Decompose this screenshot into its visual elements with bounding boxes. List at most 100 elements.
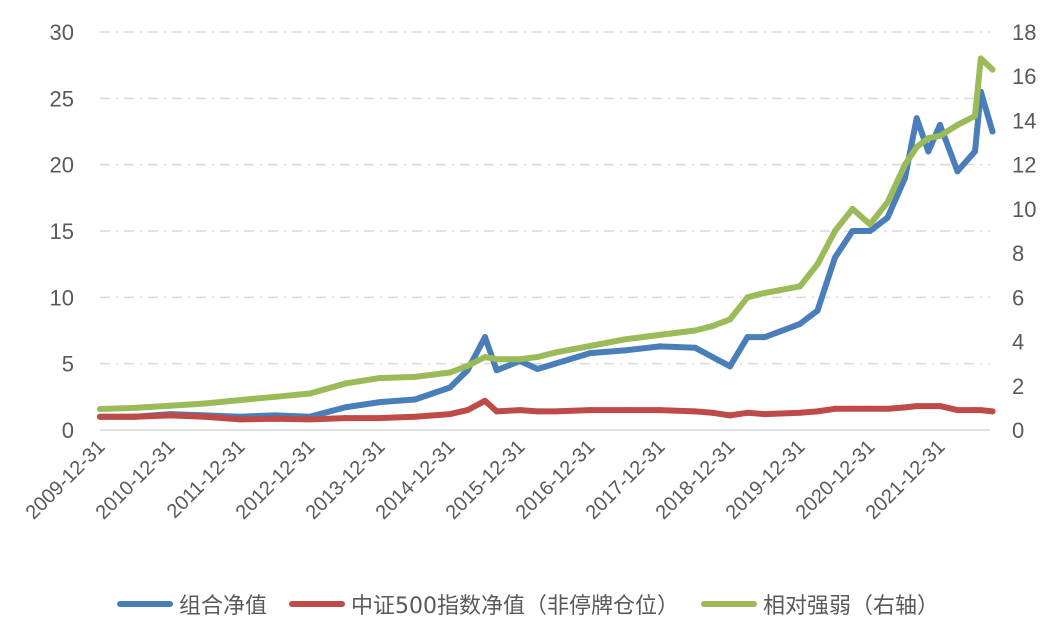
data-point [884, 214, 891, 221]
y-right-tick-label: 8 [1012, 241, 1024, 266]
data-point [97, 405, 103, 412]
data-point [762, 411, 768, 418]
y-left-tick-label: 15 [50, 219, 74, 244]
data-point [202, 413, 208, 420]
data-point [464, 362, 471, 369]
data-point [202, 400, 208, 407]
y-right-tick-label: 0 [1012, 418, 1024, 443]
y-right-tick-label: 4 [1012, 330, 1024, 355]
data-point [972, 113, 978, 120]
data-point [954, 168, 961, 175]
legend-item-csi500: 中证500指数净值（非停牌仓位） [289, 588, 679, 620]
y-right-tick-label: 16 [1012, 64, 1036, 89]
data-point [237, 416, 243, 423]
data-point [97, 413, 103, 420]
data-point [727, 316, 733, 323]
data-point [727, 412, 733, 419]
data-point [534, 365, 541, 372]
data-point [762, 334, 768, 341]
legend-item-relative-strength: 相对强弱（右轴） [701, 588, 939, 620]
y-right-tick-label: 18 [1012, 20, 1036, 45]
data-point [744, 409, 751, 416]
data-point [552, 408, 558, 415]
data-point [849, 405, 856, 412]
data-point [657, 407, 663, 414]
data-point [797, 283, 803, 290]
data-point [884, 405, 891, 412]
data-point [709, 354, 716, 361]
data-point [167, 412, 173, 419]
data-point [954, 407, 961, 414]
y-left-tick-label: 20 [50, 153, 74, 178]
legend: 组合净值 中证500指数净值（非停牌仓位） 相对强弱（右轴） [0, 588, 1056, 620]
data-point [342, 415, 348, 422]
data-point [412, 373, 418, 380]
y-right-tick-label: 6 [1012, 285, 1024, 310]
data-point [534, 354, 541, 361]
data-point [493, 408, 500, 415]
data-point [412, 396, 418, 403]
data-point [902, 174, 908, 181]
data-point [622, 407, 628, 414]
data-point [709, 409, 716, 416]
data-point [849, 205, 856, 212]
data-point [132, 404, 138, 411]
data-point [832, 254, 838, 261]
data-point [989, 408, 996, 415]
data-point [744, 334, 751, 341]
data-point [972, 407, 978, 414]
data-point [342, 380, 348, 387]
legend-swatch [701, 601, 757, 607]
data-point [913, 143, 920, 150]
data-point [797, 320, 803, 327]
data-point [925, 148, 932, 155]
y-left-tick-label: 10 [50, 285, 74, 310]
data-point [867, 405, 873, 412]
data-point [977, 407, 984, 414]
y-left-tick-label: 0 [62, 418, 74, 443]
y-left-tick-label: 5 [62, 352, 74, 377]
legend-swatch [289, 601, 345, 607]
data-point [832, 228, 838, 234]
data-point [925, 403, 932, 410]
data-point [534, 408, 541, 415]
data-point [412, 413, 418, 420]
data-point [237, 397, 243, 404]
data-point [493, 356, 500, 363]
data-point [482, 354, 488, 361]
data-point [727, 363, 733, 370]
y-left-tick-label: 25 [50, 86, 74, 111]
data-point [493, 367, 500, 374]
data-point [464, 407, 471, 414]
data-point [902, 161, 908, 168]
data-point [709, 323, 716, 330]
data-point [307, 390, 313, 397]
data-point [517, 407, 523, 414]
data-point [884, 199, 891, 206]
data-point [447, 369, 453, 376]
data-point [902, 404, 908, 411]
y-right-tick-label: 10 [1012, 197, 1036, 222]
legend-swatch [116, 601, 173, 607]
legend-label: 中证500指数净值（非停牌仓位） [351, 594, 679, 619]
data-point [447, 384, 453, 391]
data-point [937, 121, 943, 128]
data-point [517, 356, 523, 363]
data-point [797, 409, 803, 416]
data-point [167, 402, 173, 409]
data-point [377, 415, 383, 422]
data-point [762, 289, 768, 296]
data-point [977, 55, 984, 62]
data-point [482, 397, 488, 404]
data-point [867, 221, 873, 228]
data-point [552, 349, 558, 356]
data-point [972, 148, 978, 155]
data-point [272, 415, 278, 422]
data-point [692, 344, 698, 351]
legend-item-portfolio: 组合净值 [116, 588, 267, 620]
data-point [867, 228, 873, 234]
data-point [272, 393, 278, 400]
y-right-tick-label: 12 [1012, 153, 1036, 178]
data-point [307, 416, 313, 423]
